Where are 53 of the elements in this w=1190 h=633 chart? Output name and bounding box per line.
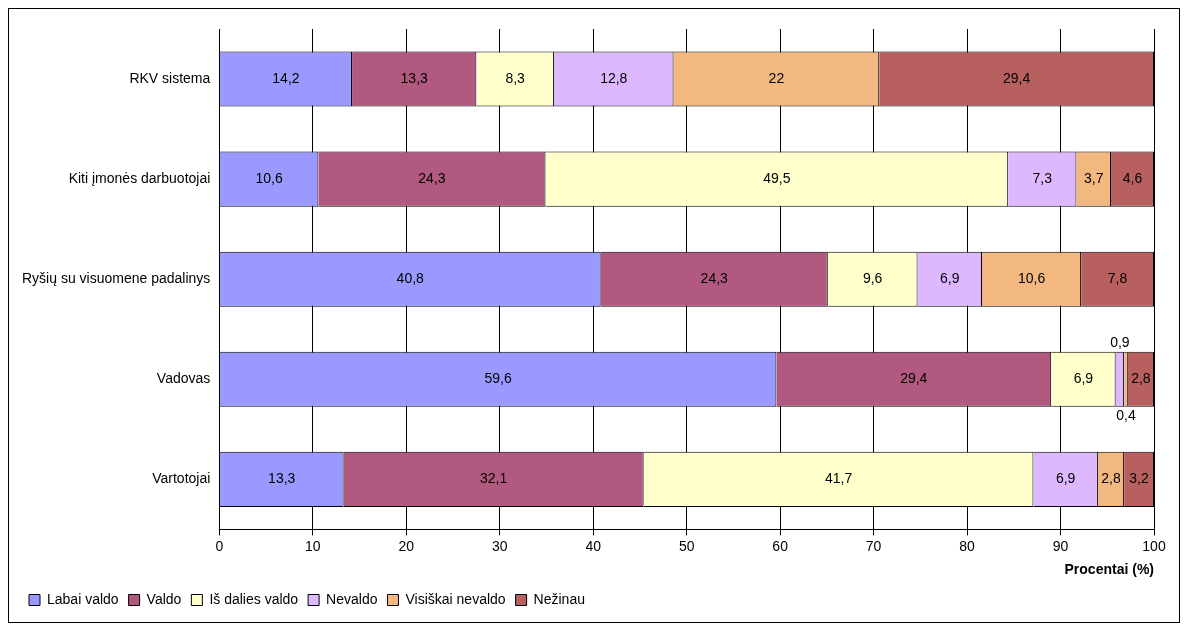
legend-label: Nevaldo (326, 590, 378, 607)
data-label: 13,3 (268, 470, 296, 487)
legend-label: Iš dalies valdo (209, 590, 299, 607)
x-tick-label: 20 (398, 537, 415, 554)
x-tick-label: 40 (585, 537, 602, 554)
legend-label: Valdo (146, 590, 182, 607)
data-label: 24,3 (700, 270, 729, 287)
data-label: 10,6 (255, 169, 283, 186)
data-label: 8,3 (505, 69, 526, 86)
y-tick-label: Kiti įmonės darbuotojai (68, 169, 211, 186)
data-label: 3,7 (1083, 169, 1104, 186)
data-label: 6,9 (940, 270, 960, 287)
x-tick-label: 100 (1142, 537, 1166, 554)
data-label: 2,8 (1101, 470, 1121, 487)
data-label: 7,3 (1032, 169, 1053, 186)
data-label: 29,4 (900, 370, 928, 387)
data-label: 32,1 (480, 470, 508, 487)
x-tick-label: 0 (215, 537, 224, 554)
data-label: 22 (768, 69, 785, 86)
legend-label: Labai valdo (47, 590, 119, 607)
x-tick-label: 30 (491, 537, 508, 554)
x-tick-label: 90 (1052, 537, 1069, 554)
data-label: 3,2 (1129, 470, 1149, 487)
x-tick-label: 70 (865, 537, 882, 554)
data-label: 24,3 (418, 169, 446, 186)
legend-label: Visiškai nevaldo (405, 590, 506, 607)
x-tick-label: 60 (772, 537, 789, 554)
data-label: 59,6 (484, 370, 512, 387)
data-label: 49,5 (763, 169, 791, 186)
data-label: 0,4 (1116, 406, 1136, 423)
y-tick-label: Vartotojai (152, 470, 211, 487)
data-label: 0,9 (1110, 333, 1130, 350)
x-tick-label: 50 (678, 537, 695, 554)
data-label: 12,8 (600, 69, 628, 86)
data-label: 4,6 (1122, 169, 1143, 186)
x-axis-title: Procentai (%) (1064, 561, 1154, 578)
x-tick-label: 80 (959, 537, 976, 554)
data-label: 40,8 (396, 270, 425, 287)
legend-label: Nežinau (533, 590, 585, 607)
y-tick-label: Vadovas (156, 370, 211, 387)
y-tick-label: Ryšių su visuomene padalinys (21, 270, 211, 287)
data-label: 6,9 (1073, 370, 1094, 387)
data-label: 10,6 (1017, 270, 1046, 287)
x-tick-label: 10 (305, 537, 321, 554)
data-label: 41,7 (824, 470, 853, 487)
data-label: 7,8 (1107, 270, 1128, 287)
data-label: 14,2 (272, 69, 300, 86)
data-label: 6,9 (1055, 470, 1076, 487)
data-label: 2,8 (1131, 370, 1151, 387)
data-label: 9,6 (862, 270, 883, 287)
data-label: 29,4 (1002, 69, 1031, 86)
y-tick-label: RKV sistema (129, 69, 211, 86)
data-label: 13,3 (400, 69, 429, 86)
